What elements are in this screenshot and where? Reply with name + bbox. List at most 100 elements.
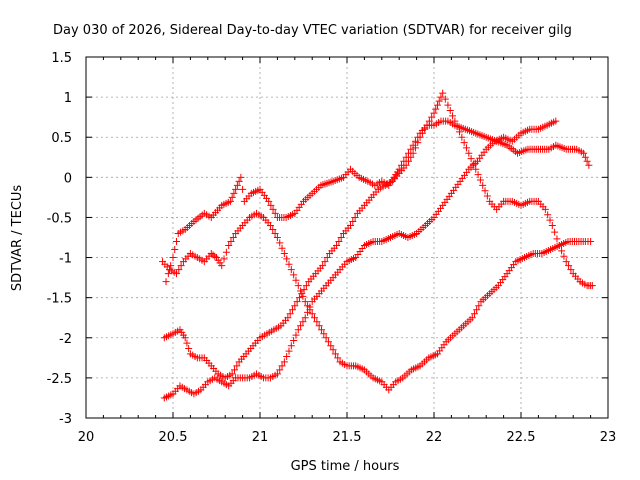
data-point	[265, 197, 273, 205]
data-point	[416, 133, 424, 141]
plot-frame	[85, 56, 609, 419]
data-point	[291, 302, 299, 310]
data-point	[472, 165, 480, 173]
data-point	[266, 221, 274, 229]
data-point	[580, 149, 588, 157]
data-point	[237, 173, 245, 181]
y-tick-label: 0	[64, 171, 72, 186]
data-point	[346, 221, 354, 229]
data-point	[292, 331, 300, 339]
data-point	[302, 282, 310, 290]
data-point	[329, 346, 337, 354]
x-tick-label: 21	[252, 430, 269, 445]
data-point	[335, 238, 343, 246]
data-point	[449, 112, 457, 120]
data-point	[409, 149, 417, 157]
chart-title: Day 030 of 2026, Sidereal Day-to-day VTE…	[53, 23, 572, 38]
data-point	[414, 139, 422, 147]
data-point	[298, 290, 306, 298]
data-point	[473, 306, 481, 314]
data-point	[476, 176, 484, 184]
data-point	[232, 185, 240, 193]
data-point	[220, 255, 228, 263]
data-point	[292, 276, 300, 284]
x-tick-label: 23	[600, 430, 617, 445]
y-tick-label: 1.5	[51, 51, 72, 66]
data-point	[441, 95, 449, 103]
data-point	[301, 298, 309, 306]
y-tick-label: -0.5	[47, 211, 72, 226]
data-point	[481, 187, 489, 195]
data-point	[421, 125, 429, 133]
data-point	[320, 330, 328, 338]
data-point	[467, 155, 475, 163]
series-track-2	[159, 209, 595, 394]
data-point	[308, 310, 316, 318]
data-point	[315, 322, 323, 330]
data-point	[551, 228, 559, 236]
y-axis-label: SDTVAR / TECUs	[10, 185, 25, 292]
data-point	[172, 270, 180, 278]
data-point	[558, 247, 566, 255]
data-point	[337, 234, 345, 241]
data-point	[474, 171, 482, 179]
data-point	[439, 89, 447, 97]
data-point	[228, 193, 236, 201]
data-point	[323, 254, 331, 262]
data-point	[428, 113, 436, 121]
data-point	[324, 338, 332, 346]
data-point	[290, 271, 298, 279]
data-point	[565, 262, 573, 270]
data-point	[229, 234, 237, 241]
data-point	[299, 318, 307, 326]
data-point	[541, 205, 549, 213]
data-point	[587, 238, 595, 246]
data-point	[404, 157, 412, 165]
data-point	[451, 117, 459, 125]
data-point	[322, 334, 330, 342]
y-tick-label: -3	[59, 412, 72, 427]
data-point	[288, 306, 296, 314]
data-point	[218, 262, 226, 270]
data-point	[483, 192, 491, 200]
data-point	[546, 216, 554, 224]
x-tick-label: 22	[426, 430, 443, 445]
data-point	[411, 144, 419, 152]
data-point	[280, 358, 288, 366]
data-point	[433, 101, 441, 109]
data-point	[304, 308, 312, 316]
x-tick-label: 20.5	[159, 430, 188, 445]
data-point	[311, 314, 319, 322]
data-point	[407, 145, 415, 153]
data-point	[553, 235, 561, 243]
data-point	[479, 181, 487, 189]
data-point	[456, 128, 464, 136]
x-axis-label: GPS time / hours	[291, 459, 400, 474]
data-point	[583, 157, 591, 165]
data-point	[290, 336, 298, 344]
data-point	[233, 181, 241, 189]
data-point	[230, 189, 238, 197]
data-point	[334, 354, 342, 362]
data-point	[306, 303, 314, 311]
data-point	[267, 201, 275, 209]
data-point	[278, 244, 286, 252]
x-tick-label: 22.5	[507, 430, 536, 445]
data-point	[458, 133, 466, 141]
data-point	[276, 239, 284, 247]
data-point	[585, 161, 593, 169]
data-point	[470, 310, 478, 318]
data-point	[562, 258, 570, 266]
data-point	[300, 286, 308, 294]
data-point	[462, 144, 470, 152]
data-point	[233, 362, 241, 370]
data-point	[285, 347, 293, 355]
data-point	[235, 177, 243, 185]
y-tick-label: 1	[64, 91, 72, 106]
data-point	[331, 350, 339, 358]
data-point	[280, 250, 288, 258]
data-point	[271, 229, 279, 237]
data-point	[227, 238, 235, 246]
data-point	[402, 161, 410, 169]
axes: 20 20.5 21 21.5 22 22.5 23 1.5 1 0.5 0 -0.5 -1 -1.5 -2…	[47, 51, 617, 445]
